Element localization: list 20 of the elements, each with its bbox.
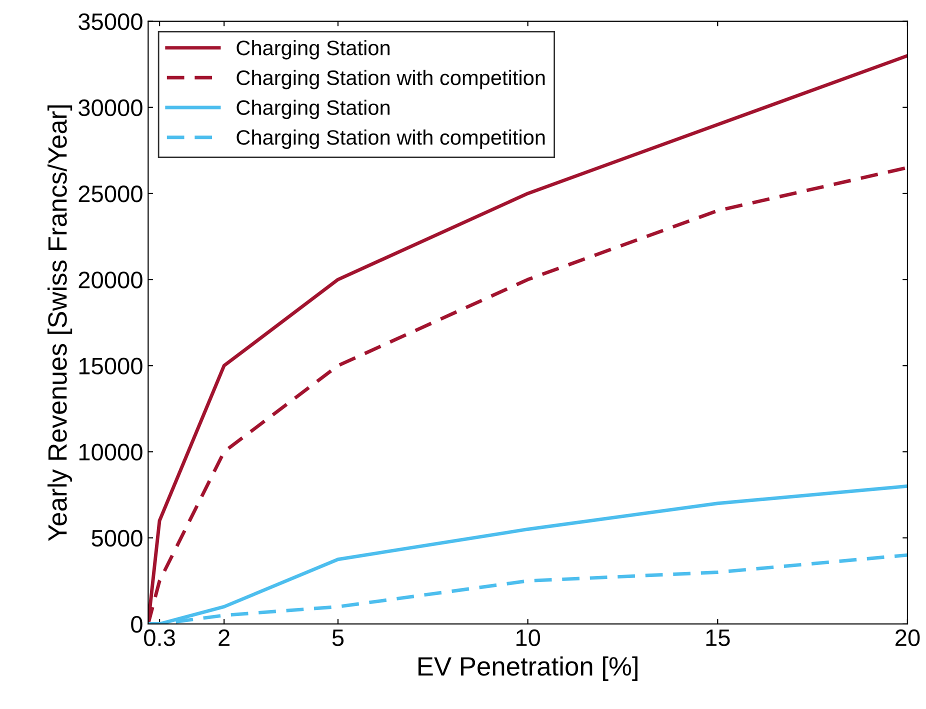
legend-label: Charging Station with competition	[236, 70, 545, 90]
y-tick-label: 10000	[79, 444, 142, 461]
x-tick-label: 2	[218, 629, 230, 646]
x-tick-label: 10	[516, 629, 540, 646]
legend-label: Charging Station with competition	[236, 130, 545, 149]
x-tick-label: 5	[332, 630, 344, 646]
x-tick-label: 15	[706, 630, 730, 646]
x-tick-label: 0.3	[144, 629, 175, 646]
y-tick-label: 35000	[78, 13, 142, 30]
x-axis-title: EV Penetration [%]	[418, 656, 638, 681]
y-tick-label: 0	[131, 616, 142, 633]
legend-label: Charging Station	[236, 40, 390, 60]
y-tick-label: 30000	[78, 99, 142, 116]
y-tick-label: 25000	[78, 186, 142, 202]
y-tick-label: 5000	[92, 530, 142, 547]
y-tick-label: 15000	[79, 358, 142, 374]
y-tick-label: 20000	[78, 272, 142, 288]
x-tick-label: 20	[896, 629, 920, 646]
legend-label: Charging Station	[236, 100, 390, 120]
y-axis-title: Yearly Revenues [Swiss Francs/Year]	[47, 105, 72, 542]
